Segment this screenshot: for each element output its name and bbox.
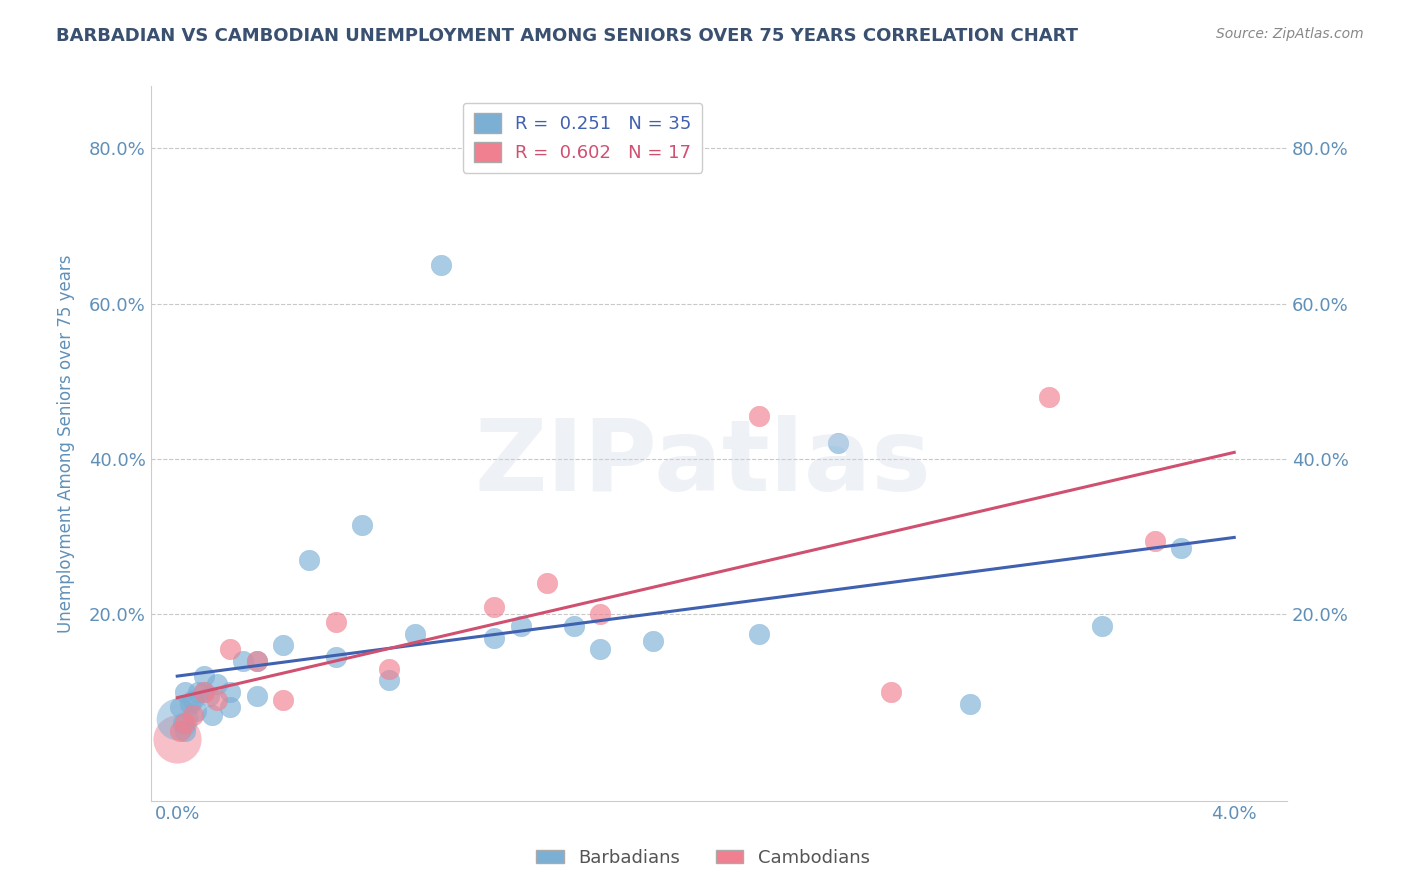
- Point: [179, 697, 201, 711]
- Point: [352, 518, 374, 533]
- Point: [193, 685, 215, 699]
- Point: [536, 576, 558, 591]
- Point: [589, 607, 612, 622]
- Point: [1038, 390, 1060, 404]
- Text: ZIPatlas: ZIPatlas: [475, 416, 931, 512]
- Point: [219, 700, 242, 714]
- Point: [1170, 541, 1192, 556]
- Legend: R =  0.251   N = 35, R =  0.602   N = 17: R = 0.251 N = 35, R = 0.602 N = 17: [463, 103, 703, 173]
- Point: [377, 662, 399, 676]
- Point: [174, 685, 197, 699]
- Point: [172, 716, 194, 731]
- Point: [325, 650, 347, 665]
- Point: [174, 723, 197, 738]
- Point: [509, 619, 531, 633]
- Point: [169, 723, 191, 738]
- Point: [166, 712, 188, 726]
- Point: [193, 669, 215, 683]
- Point: [205, 692, 228, 706]
- Point: [377, 673, 399, 688]
- Text: BARBADIAN VS CAMBODIAN UNEMPLOYMENT AMONG SENIORS OVER 75 YEARS CORRELATION CHAR: BARBADIAN VS CAMBODIAN UNEMPLOYMENT AMON…: [56, 27, 1078, 45]
- Point: [219, 685, 242, 699]
- Point: [200, 708, 222, 723]
- Point: [174, 716, 197, 731]
- Point: [193, 685, 215, 699]
- Y-axis label: Unemployment Among Seniors over 75 years: Unemployment Among Seniors over 75 years: [58, 254, 75, 632]
- Point: [827, 436, 849, 450]
- Point: [219, 642, 242, 657]
- Point: [298, 553, 321, 567]
- Legend: Barbadians, Cambodians: Barbadians, Cambodians: [529, 842, 877, 874]
- Point: [880, 685, 903, 699]
- Point: [184, 704, 207, 718]
- Point: [404, 626, 426, 640]
- Point: [484, 599, 506, 614]
- Point: [589, 642, 612, 657]
- Point: [748, 409, 770, 424]
- Point: [245, 654, 267, 668]
- Point: [562, 619, 585, 633]
- Point: [1143, 533, 1166, 548]
- Point: [430, 258, 453, 272]
- Point: [271, 638, 294, 652]
- Point: [181, 692, 204, 706]
- Point: [169, 700, 191, 714]
- Point: [181, 708, 204, 723]
- Text: Source: ZipAtlas.com: Source: ZipAtlas.com: [1216, 27, 1364, 41]
- Point: [271, 692, 294, 706]
- Point: [205, 677, 228, 691]
- Point: [484, 631, 506, 645]
- Point: [232, 654, 254, 668]
- Point: [245, 654, 267, 668]
- Point: [1091, 619, 1114, 633]
- Point: [748, 626, 770, 640]
- Point: [959, 697, 981, 711]
- Point: [198, 689, 221, 703]
- Point: [245, 689, 267, 703]
- Point: [187, 685, 209, 699]
- Point: [641, 634, 664, 648]
- Point: [166, 731, 188, 746]
- Point: [325, 615, 347, 629]
